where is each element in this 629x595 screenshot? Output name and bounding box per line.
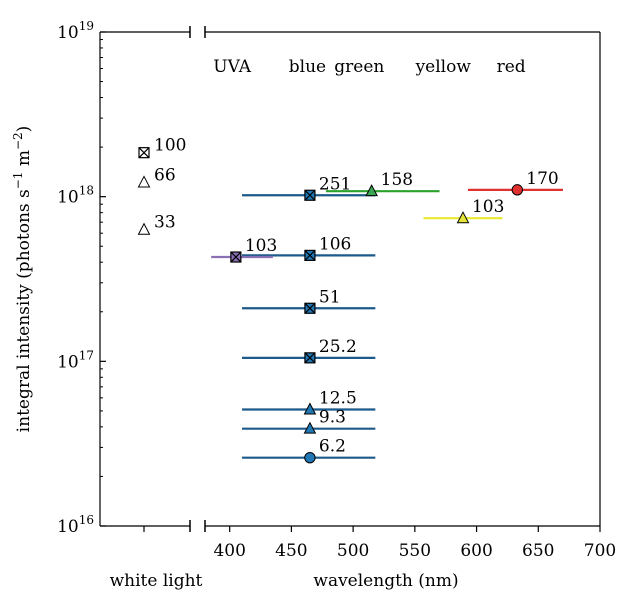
- marker-circle: [511, 184, 523, 196]
- y-tick-label: 1017: [57, 348, 94, 372]
- marker-box-cross: [304, 249, 316, 261]
- y-tick-exponent: 16: [79, 513, 94, 527]
- y-tick-exponent: 17: [79, 348, 94, 362]
- marker-box-cross: [304, 302, 316, 314]
- y-tick-base: 10: [57, 188, 79, 208]
- white-light-label: white light: [110, 571, 203, 591]
- white-light-label-value: 66: [154, 165, 176, 185]
- markers: [137, 147, 523, 464]
- y-tick-exponent: 19: [79, 19, 94, 33]
- data-label: 51: [319, 287, 341, 307]
- marker-triangle: [303, 402, 317, 415]
- y-tick-label: 1018: [57, 184, 94, 208]
- x-tick-label: 600: [460, 541, 492, 561]
- y-tick-label: 1016: [57, 513, 94, 537]
- band-label: red: [497, 57, 526, 77]
- marker-triangle: [137, 222, 151, 235]
- y-axis-label-sup2: −2: [11, 132, 25, 150]
- marker-triangle: [303, 421, 317, 434]
- data-label: 106: [319, 234, 351, 254]
- data-label: 6.2: [319, 437, 346, 457]
- marker-circle: [304, 451, 316, 464]
- x-ticks: 400 450 500 550 600 650 700: [143, 526, 616, 561]
- marker-triangle: [137, 175, 151, 188]
- data-label: 170: [526, 169, 558, 189]
- x-axis-label: wavelength (nm): [313, 571, 458, 591]
- data-label: 9.3: [319, 408, 346, 428]
- annotations: 6.2 9.312.5 25.2 51 106 251 103 158 103 170 100 66 3…: [154, 136, 559, 457]
- x-tick-label: 400: [213, 541, 245, 561]
- axes-frame: [99, 26, 601, 532]
- y-axis-label: integral intensity (photons s−1 m−2): [11, 126, 34, 433]
- band-label: green: [334, 57, 384, 77]
- y-axis-label-main: integral intensity (photons s: [14, 189, 34, 432]
- white-light-label-value: 33: [154, 213, 176, 233]
- y-axis-label-sup1: −1: [11, 172, 25, 190]
- data-label: 158: [381, 170, 413, 190]
- x-tick-label: 450: [275, 541, 307, 561]
- y-tick-exponent: 18: [79, 184, 94, 198]
- data-label: 103: [245, 236, 277, 256]
- y-axis-label-end: ): [14, 126, 34, 133]
- y-tick-base: 10: [57, 352, 79, 372]
- data-label: 12.5: [319, 388, 357, 408]
- band-label: blue: [289, 57, 326, 77]
- x-tick-label: 650: [522, 541, 554, 561]
- band-label: UVA: [213, 57, 251, 77]
- data-label: 103: [472, 197, 504, 217]
- x-tick-label: 500: [337, 541, 369, 561]
- marker-box-cross: [304, 352, 316, 364]
- marker-box-cross: [304, 189, 316, 201]
- y-tick-base: 10: [57, 23, 79, 43]
- spectral-lines: [211, 188, 563, 459]
- y-tick-label: 1019: [57, 19, 94, 43]
- x-tick-label: 550: [399, 541, 431, 561]
- data-label: 251: [319, 174, 351, 194]
- marker-triangle: [456, 211, 470, 224]
- band-labels: UVA blue green yellow red: [213, 57, 525, 77]
- y-axis-label-mid: m: [14, 150, 34, 172]
- band-label: yellow: [415, 57, 472, 77]
- data-label: 25.2: [319, 337, 357, 357]
- marker-triangle: [365, 184, 378, 197]
- y-tick-base: 10: [57, 517, 79, 537]
- white-light-label-value: 100: [154, 136, 186, 156]
- x-tick-label: 700: [584, 541, 616, 561]
- marker-box-cross: [138, 147, 150, 159]
- marker-box-cross: [230, 251, 242, 263]
